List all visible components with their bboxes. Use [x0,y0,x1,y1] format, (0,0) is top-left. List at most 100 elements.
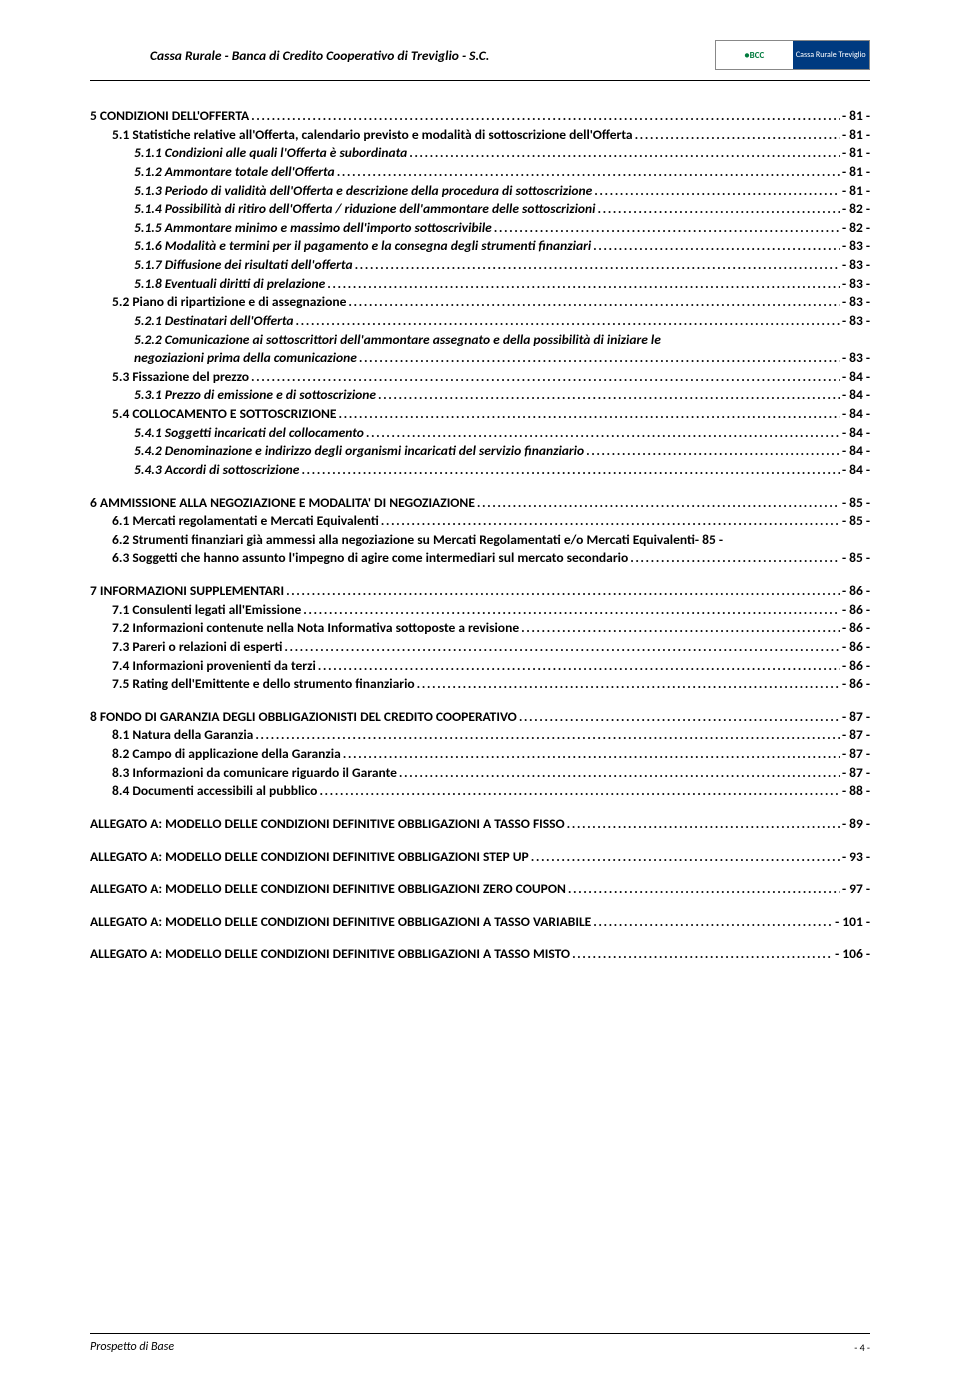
toc-label: 5.1.5 Ammontare minimo e massimo dell'im… [134,219,492,238]
toc-leader-dots [251,368,840,387]
toc-leader-dots [409,144,840,163]
toc-label: 5.1 Statistiche relative all'Offerta, ca… [112,126,633,145]
toc-leader-dots [597,200,839,219]
toc-leader-dots [378,386,840,405]
toc-entry: ALLEGATO A: MODELLO DELLE CONDIZIONI DEF… [90,848,870,867]
toc-entry: ALLEGATO A: MODELLO DELLE CONDIZIONI DEF… [90,880,870,899]
page-footer: Prospetto di Base - 4 - [90,1340,870,1354]
toc-entry: 6 AMMISSIONE ALLA NEGOZIAZIONE E MODALIT… [90,494,870,513]
toc-label: 5.2.2 Comunicazione ai sottoscrittori de… [134,331,870,350]
toc-label: 5.1.7 Diffusione dei risultati dell'offe… [134,256,353,275]
toc-page-ref: - 83 - [842,293,870,312]
toc-entry: 5.1.4 Possibilità di ritiro dell'Offerta… [90,200,870,219]
toc-group: 8 FONDO DI GARANZIA DEGLI OBBLIGAZIONIST… [90,708,870,801]
toc-entry: 7.2 Informazioni contenute nella Nota In… [90,619,870,638]
toc-page-ref: - 86 - [842,638,870,657]
toc-page-ref: - 101 - [835,913,870,932]
toc-page-ref: - 83 - [842,256,870,275]
toc-label: 5.4.2 Denominazione e indirizzo degli or… [134,442,584,461]
toc-entry: 6.3 Soggetti che hanno assunto l'impegno… [90,549,870,568]
toc-group: ALLEGATO A: MODELLO DELLE CONDIZIONI DEF… [90,880,870,899]
toc-leader-dots [303,601,840,620]
toc-entry: 6.1 Mercati regolamentati e Mercati Equi… [90,512,870,531]
toc-page-ref: - 84 - [842,386,870,405]
toc-leader-dots [593,237,840,256]
toc-page-ref: - 85 - [842,494,870,513]
page: Cassa Rurale - Banca di Credito Cooperat… [0,0,960,1038]
toc-leader-dots [359,349,840,368]
toc-page-ref: - 106 - [835,945,870,964]
logo-treviglio: Cassa Rurale Treviglio [793,41,870,69]
footer-page-number: - 4 - [854,1341,870,1354]
toc-page-ref: - 87 - [842,708,870,727]
toc-leader-dots [319,782,840,801]
toc-group: 7 INFORMAZIONI SUPPLEMENTARI- 86 -7.1 Co… [90,582,870,694]
toc-entry: 5.1.6 Modalità e termini per il pagament… [90,237,870,256]
toc-leader-dots [318,657,840,676]
toc-leader-dots [366,424,840,443]
toc-label: 5.1.4 Possibilità di ritiro dell'Offerta… [134,200,595,219]
toc-page-ref: - 84 - [842,368,870,387]
toc-entry: 5.1.8 Eventuali diritti di prelazione- 8… [90,275,870,294]
toc-label: 5.4 COLLOCAMENTO E SOTTOSCRIZIONE [112,405,336,424]
toc-label: 8.1 Natura della Garanzia [112,726,253,745]
toc-leader-dots [594,182,840,201]
logo-bcc: ●BCC [716,41,793,69]
toc-leader-dots [337,163,840,182]
toc-entry: 5.2.1 Destinatari dell'Offerta- 83 - [90,312,870,331]
toc-leader-dots [343,745,840,764]
toc-page-ref: - 87 - [842,726,870,745]
toc-label: ALLEGATO A: MODELLO DELLE CONDIZIONI DEF… [90,848,529,867]
toc-page-ref: - 97 - [842,880,870,899]
toc-entry: 5.2 Piano di ripartizione e di assegnazi… [90,293,870,312]
toc-group: 5 CONDIZIONI DELL'OFFERTA - 81 - 5.1 Stati… [90,107,870,480]
toc-entry: ALLEGATO A: MODELLO DELLE CONDIZIONI DEF… [90,815,870,834]
toc-entry: 8.3 Informazioni da comunicare riguardo … [90,764,870,783]
toc-entry: 7.1 Consulenti legati all'Emissione- 86 … [90,601,870,620]
toc-group: ALLEGATO A: MODELLO DELLE CONDIZIONI DEF… [90,913,870,932]
toc-label: 5 CONDIZIONI DELL'OFFERTA [90,107,249,126]
toc-page-ref: - 81 - [842,182,870,201]
toc-leader-dots [568,880,840,899]
toc-entry: 8 FONDO DI GARANZIA DEGLI OBBLIGAZIONIST… [90,708,870,727]
toc-entry: 7.5 Rating dell'Emittente e dello strume… [90,675,870,694]
toc-leader-dots [630,549,840,568]
toc-label: 5.3.1 Prezzo di emissione e di sottoscri… [134,386,376,405]
toc-label: 5.4.3 Accordi di sottoscrizione [134,461,299,480]
toc-page-ref: - 87 - [842,745,870,764]
toc-entry: 5.1.5 Ammontare minimo e massimo dell'im… [90,219,870,238]
toc-leader-dots [284,638,840,657]
toc-group: ALLEGATO A: MODELLO DELLE CONDIZIONI DEF… [90,848,870,867]
toc-entry: 5.1.1 Condizioni alle quali l'Offerta è … [90,144,870,163]
toc-page-ref: - 85 - [842,512,870,531]
toc-page-ref: - 81 - [842,144,870,163]
toc-entry: ALLEGATO A: MODELLO DELLE CONDIZIONI DEF… [90,913,870,932]
toc-label: 6 AMMISSIONE ALLA NEGOZIAZIONE E MODALIT… [90,494,475,513]
toc-label: 6.2 Strumenti finanziari già ammessi all… [112,531,695,550]
toc-label: 7.5 Rating dell'Emittente e dello strume… [112,675,415,694]
toc-entry: 5.1.3 Periodo di validità dell'Offerta e… [90,182,870,201]
toc-entry: 5.1.2 Ammontare totale dell'Offerta- 81 … [90,163,870,182]
toc-label: 5.1.2 Ammontare totale dell'Offerta [134,163,335,182]
toc-entry: 5.4 COLLOCAMENTO E SOTTOSCRIZIONE- 84 - [90,405,870,424]
toc-leader-dots [286,582,840,601]
toc-leader-dots [381,512,840,531]
toc-entry: 5.2.2 Comunicazione ai sottoscrittori de… [90,331,870,368]
toc-page-ref: - 86 - [842,582,870,601]
toc-leader-dots [399,764,840,783]
toc-page-ref: - 88 - [842,782,870,801]
toc-leader-dots [521,619,840,638]
page-header: Cassa Rurale - Banca di Credito Cooperat… [90,40,870,76]
toc-label: ALLEGATO A: MODELLO DELLE CONDIZIONI DEF… [90,945,570,964]
toc-page-ref: - 84 - [842,442,870,461]
toc-label: 7.1 Consulenti legati all'Emissione [112,601,301,620]
toc-entry: 8.4 Documenti accessibili al pubblico- 8… [90,782,870,801]
toc-label: 8.3 Informazioni da comunicare riguardo … [112,764,397,783]
toc-page-ref: - 83 - [842,312,870,331]
toc-page-ref: - 83 - [842,275,870,294]
header-rule [90,80,870,81]
toc-leader-dots [355,256,840,275]
toc-leader-dots [477,494,840,513]
toc-leader-dots [586,442,840,461]
toc-label: 5.1.3 Periodo di validità dell'Offerta e… [134,182,592,201]
